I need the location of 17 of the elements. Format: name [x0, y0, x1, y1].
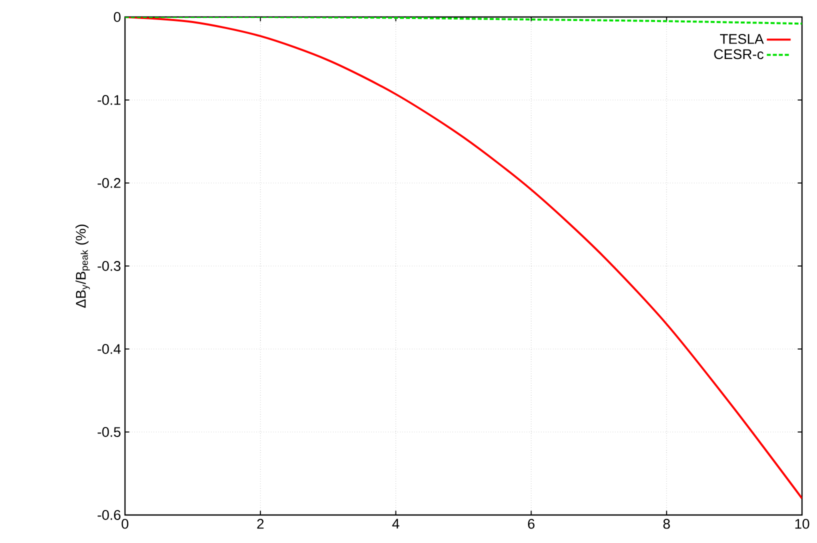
x-tick-label: 6 — [528, 518, 534, 529]
y-tick-label: -0.1 — [98, 95, 120, 105]
x-tick-label: 0 — [122, 518, 128, 529]
y-tick-label: -0.5 — [98, 427, 120, 437]
y-tick-label: -0.4 — [98, 344, 121, 354]
legend-label: TESLA — [720, 34, 764, 44]
y-tick-label: 0 — [114, 12, 121, 22]
y-tick-label: -0.2 — [98, 178, 120, 188]
y-tick-label: -0.3 — [98, 261, 120, 271]
x-tick-label: 8 — [663, 518, 670, 529]
line-series — [125, 17, 802, 25]
y-tick-label: -0.6 — [98, 510, 120, 520]
x-tick-label: 2 — [257, 518, 264, 529]
x-tick-label: 4 — [392, 518, 400, 529]
x-tick-label: 10 — [795, 518, 810, 529]
legend-label: CESR-c — [714, 49, 764, 60]
y-axis-title: ΔB$_{y}$/B$_{peak}$ (%) — [76, 224, 90, 308]
